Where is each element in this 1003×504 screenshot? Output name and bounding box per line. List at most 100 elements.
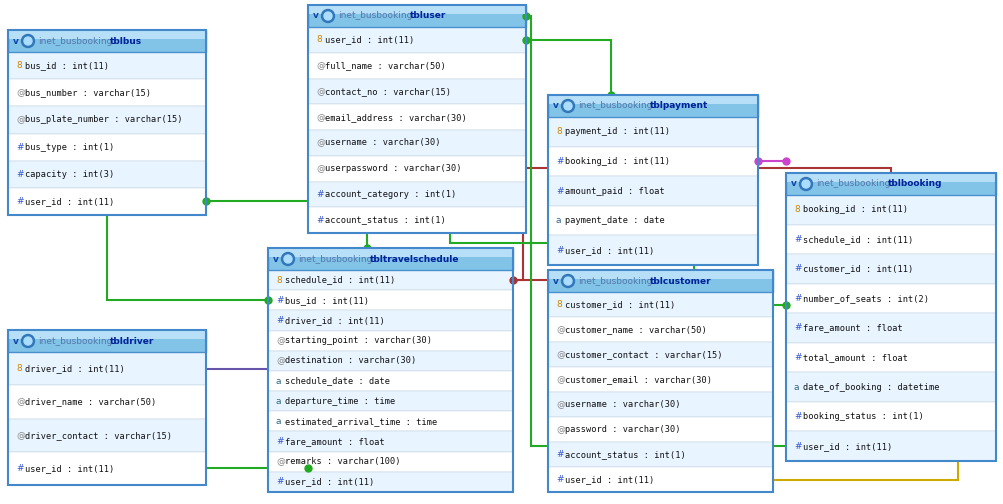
Text: full_name : varchar(50): full_name : varchar(50)	[325, 61, 445, 70]
Bar	[8, 352, 206, 485]
Text: @: @	[316, 139, 325, 147]
Bar	[8, 30, 206, 39]
Text: driver_id : int(11): driver_id : int(11)	[25, 364, 124, 373]
Text: user_id : int(11): user_id : int(11)	[25, 464, 114, 473]
Text: @: @	[16, 430, 25, 439]
Circle shape	[561, 99, 574, 112]
Bar	[785, 284, 995, 313]
Bar	[268, 472, 513, 492]
Bar	[308, 5, 526, 27]
Text: inet_busbooking.: inet_busbooking.	[38, 36, 115, 45]
Text: v: v	[13, 36, 19, 45]
Bar	[8, 52, 206, 79]
Bar	[548, 176, 757, 206]
Text: remarks : varchar(100): remarks : varchar(100)	[285, 457, 400, 466]
Bar	[548, 317, 772, 342]
Text: v: v	[553, 101, 559, 110]
Text: #: #	[793, 294, 800, 303]
Text: #: #	[793, 324, 800, 333]
Text: user_id : int(11): user_id : int(11)	[565, 475, 654, 484]
Text: @: @	[556, 400, 565, 409]
Bar	[548, 270, 772, 492]
Text: #: #	[793, 235, 800, 244]
Text: customer_id : int(11): customer_id : int(11)	[802, 265, 913, 273]
Text: driver_id : int(11): driver_id : int(11)	[285, 316, 384, 325]
Bar	[308, 130, 526, 156]
Bar	[268, 351, 513, 371]
Text: 8: 8	[556, 128, 562, 136]
Text: bus_plate_number : varchar(15): bus_plate_number : varchar(15)	[25, 115, 183, 124]
Text: tbluser: tbluser	[409, 12, 446, 21]
Text: tbldriver: tbldriver	[110, 337, 154, 346]
Text: tblbooking: tblbooking	[887, 179, 942, 188]
Text: @: @	[556, 375, 565, 384]
Text: tblbus: tblbus	[110, 36, 142, 45]
Text: destination : varchar(30): destination : varchar(30)	[285, 356, 416, 365]
Bar	[548, 95, 757, 265]
Bar	[8, 452, 206, 485]
Bar	[268, 270, 513, 492]
Text: bus_id : int(11): bus_id : int(11)	[285, 296, 369, 305]
Circle shape	[561, 275, 574, 287]
Circle shape	[21, 335, 34, 347]
Circle shape	[284, 255, 292, 263]
Bar	[308, 181, 526, 207]
Circle shape	[281, 253, 294, 266]
Text: #: #	[556, 475, 563, 484]
Bar	[785, 195, 995, 461]
Text: #: #	[793, 353, 800, 362]
Text: booking_status : int(1): booking_status : int(1)	[802, 412, 923, 421]
Text: 8: 8	[16, 364, 22, 373]
Text: @: @	[556, 350, 565, 359]
Text: booking_id : int(11): booking_id : int(11)	[802, 205, 907, 214]
Text: date_of_booking : datetime: date_of_booking : datetime	[802, 383, 939, 392]
Text: fare_amount : float: fare_amount : float	[285, 437, 384, 446]
Bar	[268, 371, 513, 391]
Text: customer_id : int(11): customer_id : int(11)	[565, 300, 675, 309]
Text: v: v	[553, 277, 559, 285]
Text: customer_contact : varchar(15): customer_contact : varchar(15)	[565, 350, 722, 359]
Text: 8: 8	[16, 61, 22, 70]
Bar	[268, 411, 513, 431]
Text: #: #	[276, 437, 283, 446]
Text: inet_busbooking.: inet_busbooking.	[298, 255, 375, 264]
Text: a: a	[556, 216, 561, 225]
Text: 8: 8	[276, 276, 282, 285]
Text: @: @	[276, 336, 285, 345]
Bar	[268, 310, 513, 331]
Text: fare_amount : float: fare_amount : float	[802, 324, 902, 333]
Text: booking_id : int(11): booking_id : int(11)	[565, 157, 669, 166]
Text: a: a	[276, 417, 281, 426]
Text: 8: 8	[793, 205, 799, 214]
Text: driver_name : varchar(50): driver_name : varchar(50)	[25, 397, 156, 406]
Text: schedule_id : int(11): schedule_id : int(11)	[802, 235, 913, 244]
Text: @: @	[316, 87, 325, 96]
Bar	[8, 330, 206, 352]
Text: #: #	[16, 464, 23, 473]
Text: estimated_arrival_time : time: estimated_arrival_time : time	[285, 417, 437, 426]
Bar	[785, 173, 995, 195]
Text: user_id : int(11): user_id : int(11)	[25, 197, 114, 206]
Text: @: @	[556, 325, 565, 334]
Circle shape	[798, 177, 811, 191]
Bar	[785, 343, 995, 372]
Text: departure_time : time: departure_time : time	[285, 397, 395, 406]
Bar	[268, 270, 513, 290]
Bar	[785, 372, 995, 402]
Text: total_amount : float: total_amount : float	[802, 353, 907, 362]
Text: inet_busbooking.: inet_busbooking.	[338, 12, 415, 21]
Bar	[308, 27, 526, 233]
Circle shape	[324, 12, 332, 20]
Bar	[268, 248, 513, 270]
Bar	[785, 173, 995, 461]
Text: 8: 8	[316, 35, 321, 44]
Text: @: @	[16, 88, 25, 97]
Circle shape	[564, 102, 572, 110]
Text: v: v	[313, 12, 319, 21]
Text: #: #	[556, 246, 563, 255]
Bar	[8, 106, 206, 134]
Bar	[268, 248, 513, 492]
Bar	[548, 117, 757, 265]
Bar	[548, 417, 772, 442]
Text: @: @	[276, 356, 285, 365]
